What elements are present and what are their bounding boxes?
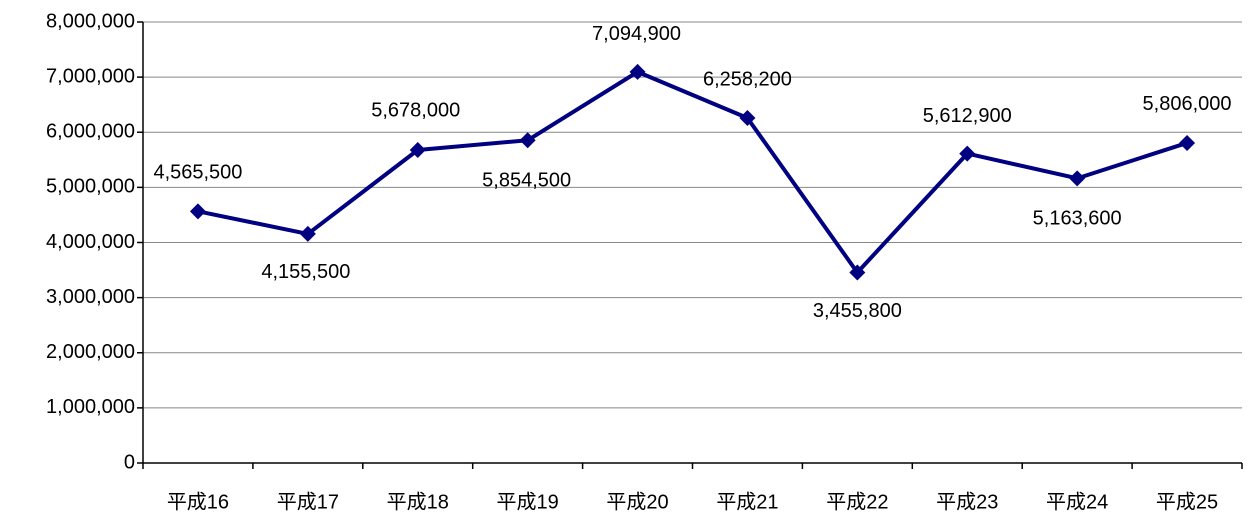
x-tick-label: 平成16 [167,490,229,513]
data-label: 5,678,000 [371,99,460,121]
marker [1179,134,1196,151]
marker [519,132,536,149]
y-tick-label: 3,000,000 [46,286,135,308]
marker [1069,170,1086,187]
data-label: 7,094,900 [592,23,681,45]
x-tick-label: 平成20 [606,490,668,513]
data-label: 6,258,200 [703,68,792,90]
x-tick-label: 平成22 [826,490,888,513]
data-label: 4,155,500 [261,261,350,283]
data-label: 3,455,800 [813,300,902,322]
y-tick-label: 4,000,000 [46,231,135,253]
x-tick-label: 平成24 [1046,490,1108,513]
marker [299,225,316,242]
x-tick-label: 平成25 [1156,490,1218,513]
y-tick-label: 1,000,000 [46,396,135,418]
x-tick-label: 平成21 [716,490,778,513]
x-tick-label: 平成19 [497,490,559,513]
x-tick-label: 平成17 [277,490,339,513]
data-label: 5,806,000 [1143,93,1232,115]
y-tick-label: 8,000,000 [46,10,135,32]
marker [189,203,206,220]
y-tick-label: 6,000,000 [46,121,135,143]
marker [629,63,646,80]
y-tick-label: 5,000,000 [46,176,135,198]
data-label: 4,565,500 [153,162,242,184]
line [197,69,1188,275]
data-label: 5,612,900 [923,105,1012,127]
marker [739,110,756,127]
marker [959,145,976,162]
y-tick-label: 2,000,000 [46,341,135,363]
y-tick-label: 0 [124,451,135,473]
x-tick-label: 平成18 [387,490,449,513]
data-label: 5,163,600 [1033,208,1122,230]
marker [849,264,866,281]
marker [409,142,426,159]
data-label: 5,854,500 [482,170,571,192]
y-tick-label: 7,000,000 [46,65,135,87]
x-tick-label: 平成23 [936,490,998,513]
